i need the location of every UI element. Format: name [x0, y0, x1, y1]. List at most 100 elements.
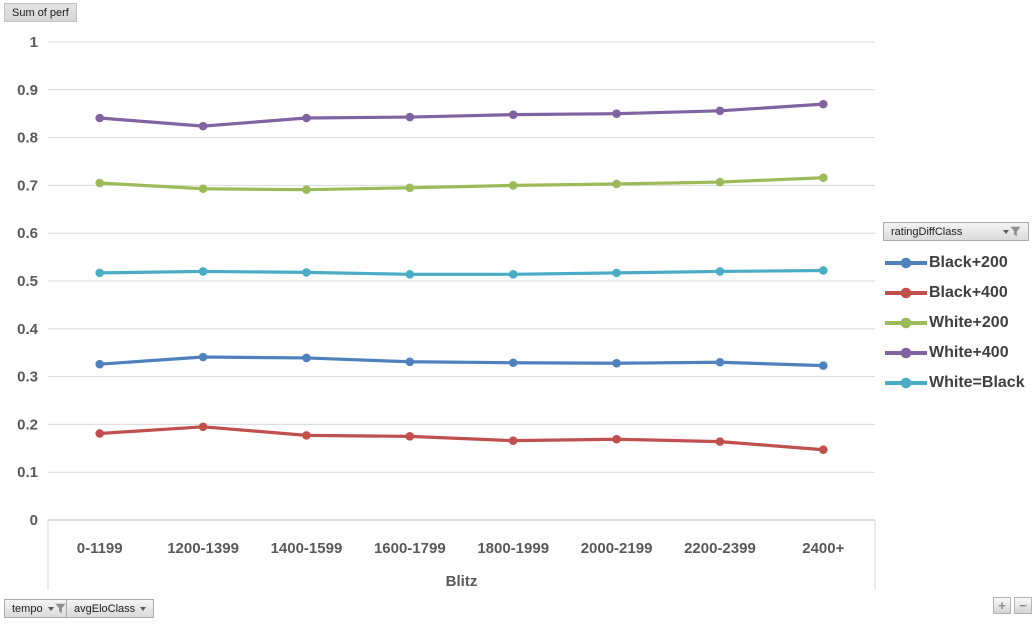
data-point-Black+200 — [405, 357, 415, 367]
data-point-Black+200 — [302, 353, 311, 363]
data-point-White=Black — [819, 266, 828, 275]
x-axis-title: Blitz — [446, 573, 478, 590]
data-point-White+400 — [302, 113, 311, 123]
dropdown-arrow-icon — [1003, 229, 1009, 234]
legend-label: White=Black — [929, 374, 1025, 391]
data-point-White+400 — [508, 110, 518, 119]
series-line-White+200 — [98, 176, 825, 192]
legend-item-White+400[interactable]: White+400 — [883, 338, 1032, 368]
legend-dot — [900, 317, 912, 329]
data-point-Black+200 — [508, 358, 518, 368]
dropdown-arrow-icon — [47, 606, 54, 611]
legend-marker-icon — [885, 257, 927, 269]
data-point-White+400 — [95, 113, 104, 123]
legend-item-White+200[interactable]: White+200 — [883, 308, 1032, 338]
data-point-Black+400 — [715, 437, 725, 446]
value-field-button[interactable]: Sum of perf — [4, 3, 77, 22]
chart-legend: Black+200 Black+400 White+200 White+400 Whit… — [883, 248, 1032, 398]
x-category-label: 1400-1599 — [271, 540, 343, 557]
y-tick-label: 0.8 — [17, 130, 38, 147]
data-point-White+200 — [198, 184, 208, 194]
y-tick-label: 1 — [30, 34, 38, 51]
legend-dot — [900, 287, 912, 299]
data-point-Black+400 — [819, 445, 828, 455]
tempo-field-label: tempo — [12, 602, 43, 615]
avgeloclass-field-button[interactable]: avgEloClass — [66, 599, 155, 618]
x-category-label: 1600-1799 — [374, 540, 446, 557]
avgeloclass-field-label: avgEloClass — [74, 602, 136, 615]
y-tick-label: 0.7 — [17, 177, 38, 194]
data-point-Black+200 — [198, 352, 208, 362]
legend-dot — [900, 257, 912, 269]
data-point-White+200 — [612, 179, 621, 189]
zoom-out-label: − — [1019, 598, 1027, 613]
data-point-White=Black — [715, 267, 725, 276]
data-point-White=Black — [405, 270, 415, 279]
series-line-Black+400 — [98, 425, 825, 452]
dropdown-arrow-icon — [140, 606, 147, 611]
zoom-in-button[interactable]: + — [993, 597, 1011, 614]
x-category-label: 2200-2399 — [684, 540, 756, 557]
legend-label: White+400 — [929, 344, 1009, 361]
data-point-White+200 — [95, 178, 104, 188]
data-point-White+400 — [715, 106, 725, 116]
legend-dot — [900, 347, 912, 359]
legend-item-White=Black[interactable]: White=Black — [883, 368, 1032, 398]
data-point-Black+400 — [508, 436, 518, 445]
x-category-label: 2000-2199 — [581, 540, 653, 557]
legend-label: Black+200 — [929, 254, 1008, 271]
tempo-field-button[interactable]: tempo — [4, 599, 74, 618]
data-point-Black+200 — [715, 357, 725, 367]
y-tick-label: 0 — [30, 512, 38, 529]
y-tick-label: 0.5 — [17, 273, 38, 290]
legend-label: Black+400 — [929, 284, 1008, 301]
data-point-White+400 — [405, 112, 415, 122]
data-point-White=Black — [95, 268, 104, 278]
data-point-Black+400 — [95, 429, 104, 438]
data-point-White+400 — [198, 121, 208, 131]
filter-funnel-icon — [1010, 226, 1021, 236]
x-category-label: 2400+ — [802, 540, 844, 557]
y-tick-label: 0.6 — [17, 225, 38, 242]
series-line-White+400 — [98, 102, 825, 128]
data-point-White+400 — [819, 99, 828, 109]
y-tick-label: 0.3 — [17, 369, 38, 386]
y-tick-label: 0.9 — [17, 82, 38, 99]
zoom-out-button[interactable]: − — [1014, 597, 1032, 614]
data-point-White+200 — [302, 185, 311, 195]
legend-marker-icon — [885, 287, 927, 299]
y-tick-label: 0.1 — [17, 464, 38, 481]
x-category-label: 1200-1399 — [167, 540, 239, 557]
legend-label: White+200 — [929, 314, 1009, 331]
y-tick-label: 0.4 — [17, 321, 39, 338]
legend-marker-icon — [885, 377, 927, 389]
legend-marker-icon — [885, 347, 927, 359]
data-point-Black+200 — [819, 361, 828, 370]
data-point-White+200 — [819, 173, 828, 183]
legend-item-Black+200[interactable]: Black+200 — [883, 248, 1032, 278]
series-line-Black+200 — [98, 355, 825, 368]
series-line-White=Black — [98, 268, 825, 276]
legend-item-Black+400[interactable]: Black+400 — [883, 278, 1032, 308]
data-point-Black+400 — [302, 431, 311, 440]
data-point-Black+200 — [612, 358, 621, 368]
data-point-White+200 — [405, 183, 415, 193]
legend-dot — [900, 377, 912, 389]
data-point-White=Black — [198, 267, 208, 276]
y-tick-label: 0.2 — [17, 416, 38, 433]
legend-field-button[interactable]: ratingDiffClass — [883, 222, 1029, 241]
data-point-White=Black — [302, 268, 311, 277]
filter-funnel-icon — [55, 603, 66, 613]
data-point-White+400 — [612, 109, 621, 118]
legend-marker-icon — [885, 317, 927, 329]
x-category-label: 1800-1999 — [477, 540, 549, 557]
data-point-White+200 — [508, 181, 518, 190]
data-point-Black+400 — [612, 434, 621, 444]
data-point-White=Black — [508, 270, 518, 279]
x-category-label: 0-1199 — [77, 540, 123, 557]
value-field-label: Sum of perf — [12, 6, 69, 19]
data-point-Black+400 — [405, 432, 415, 441]
data-point-Black+200 — [95, 359, 104, 369]
